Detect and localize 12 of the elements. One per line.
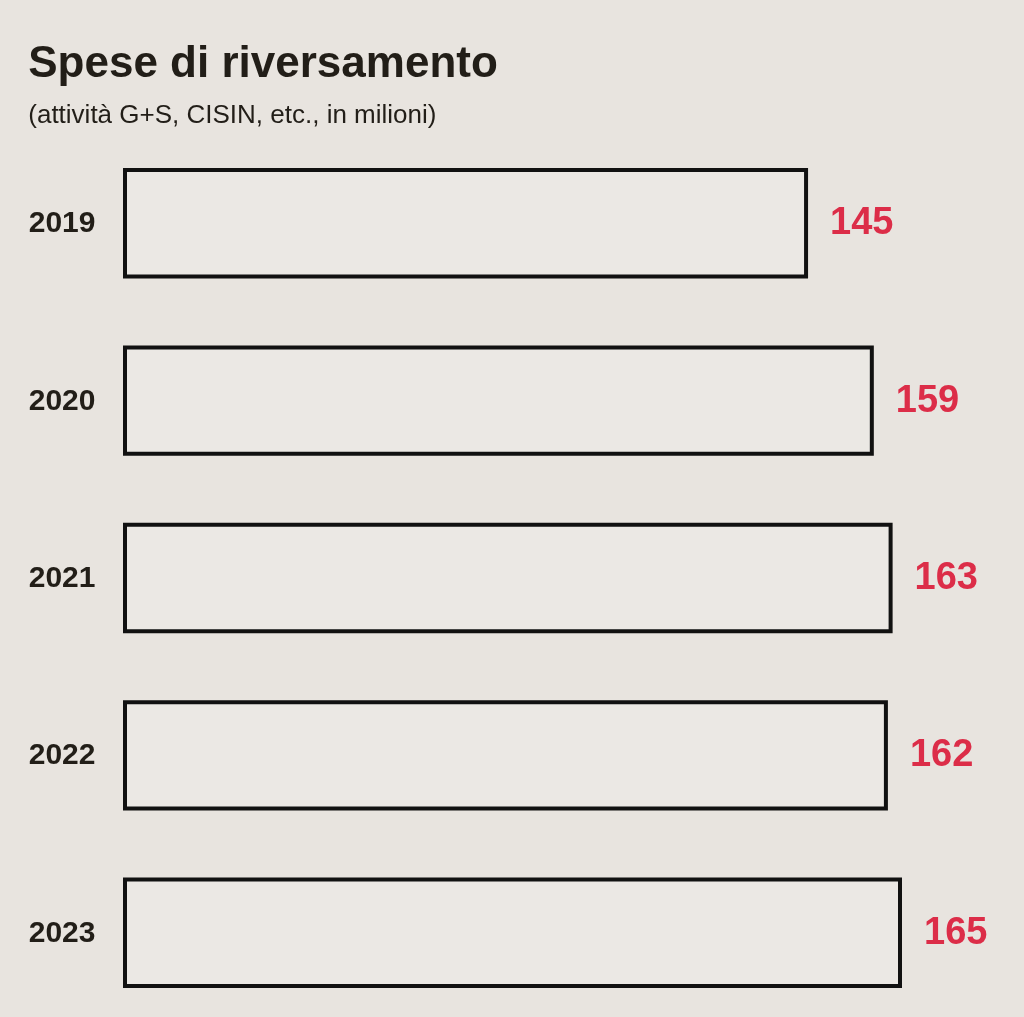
y-tick-label: 2023	[28, 914, 96, 948]
y-tick-label: 2022	[28, 737, 96, 771]
data-label: 145	[830, 200, 894, 243]
y-tick-label: 2020	[28, 382, 96, 416]
y-tick-label: 2019	[28, 205, 96, 239]
data-label: 162	[909, 732, 974, 775]
y-tick-label: 2021	[28, 560, 96, 593]
chart-subtitle: (attività G+S, CISIN, etc., in milioni)	[28, 99, 437, 129]
data-label: 165	[924, 909, 988, 952]
chart-title: Spese di riversamento	[28, 37, 498, 86]
data-label: 163	[914, 555, 979, 597]
data-label: 159	[895, 377, 960, 420]
